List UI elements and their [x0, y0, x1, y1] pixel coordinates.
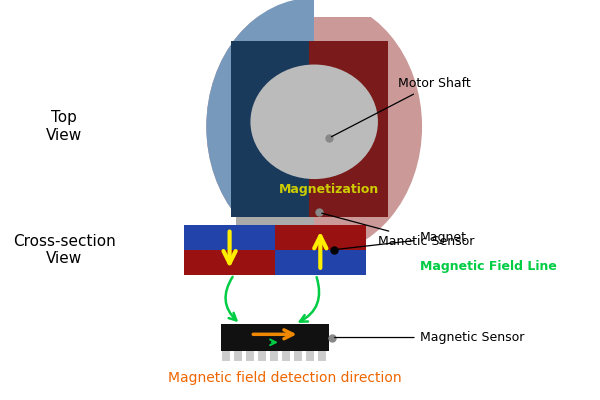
- Text: Magnet: Magnet: [337, 231, 467, 249]
- Text: Magnetic Field Line: Magnetic Field Line: [419, 260, 556, 273]
- Ellipse shape: [206, 0, 422, 256]
- Bar: [236, 204, 314, 225]
- Bar: [258, 351, 266, 361]
- Text: Magnet: Magnet: [0, 399, 1, 400]
- Text: Manetic Sensor: Manetic Sensor: [322, 213, 475, 248]
- Bar: [234, 351, 242, 361]
- Text: Cross-section
View: Cross-section View: [13, 234, 115, 266]
- Bar: [221, 324, 329, 351]
- Bar: [294, 351, 302, 361]
- Bar: [318, 351, 326, 361]
- Text: Magnetic field detection direction: Magnetic field detection direction: [168, 371, 401, 385]
- Bar: [282, 351, 290, 361]
- Text: Magnetic Sensor: Magnetic Sensor: [335, 331, 524, 344]
- Text: Top
View: Top View: [46, 110, 82, 143]
- Bar: [275, 225, 365, 250]
- Ellipse shape: [250, 64, 378, 179]
- Bar: [231, 41, 309, 217]
- Text: Motor Shaft: Motor Shaft: [331, 77, 470, 137]
- Bar: [306, 351, 314, 361]
- Bar: [309, 41, 388, 217]
- Bar: [222, 351, 230, 361]
- Bar: [184, 250, 275, 274]
- Ellipse shape: [206, 0, 422, 256]
- Bar: [275, 250, 365, 274]
- Bar: [270, 351, 278, 361]
- Bar: [184, 225, 275, 250]
- Bar: [246, 351, 254, 361]
- Text: Magnetization: Magnetization: [279, 183, 379, 196]
